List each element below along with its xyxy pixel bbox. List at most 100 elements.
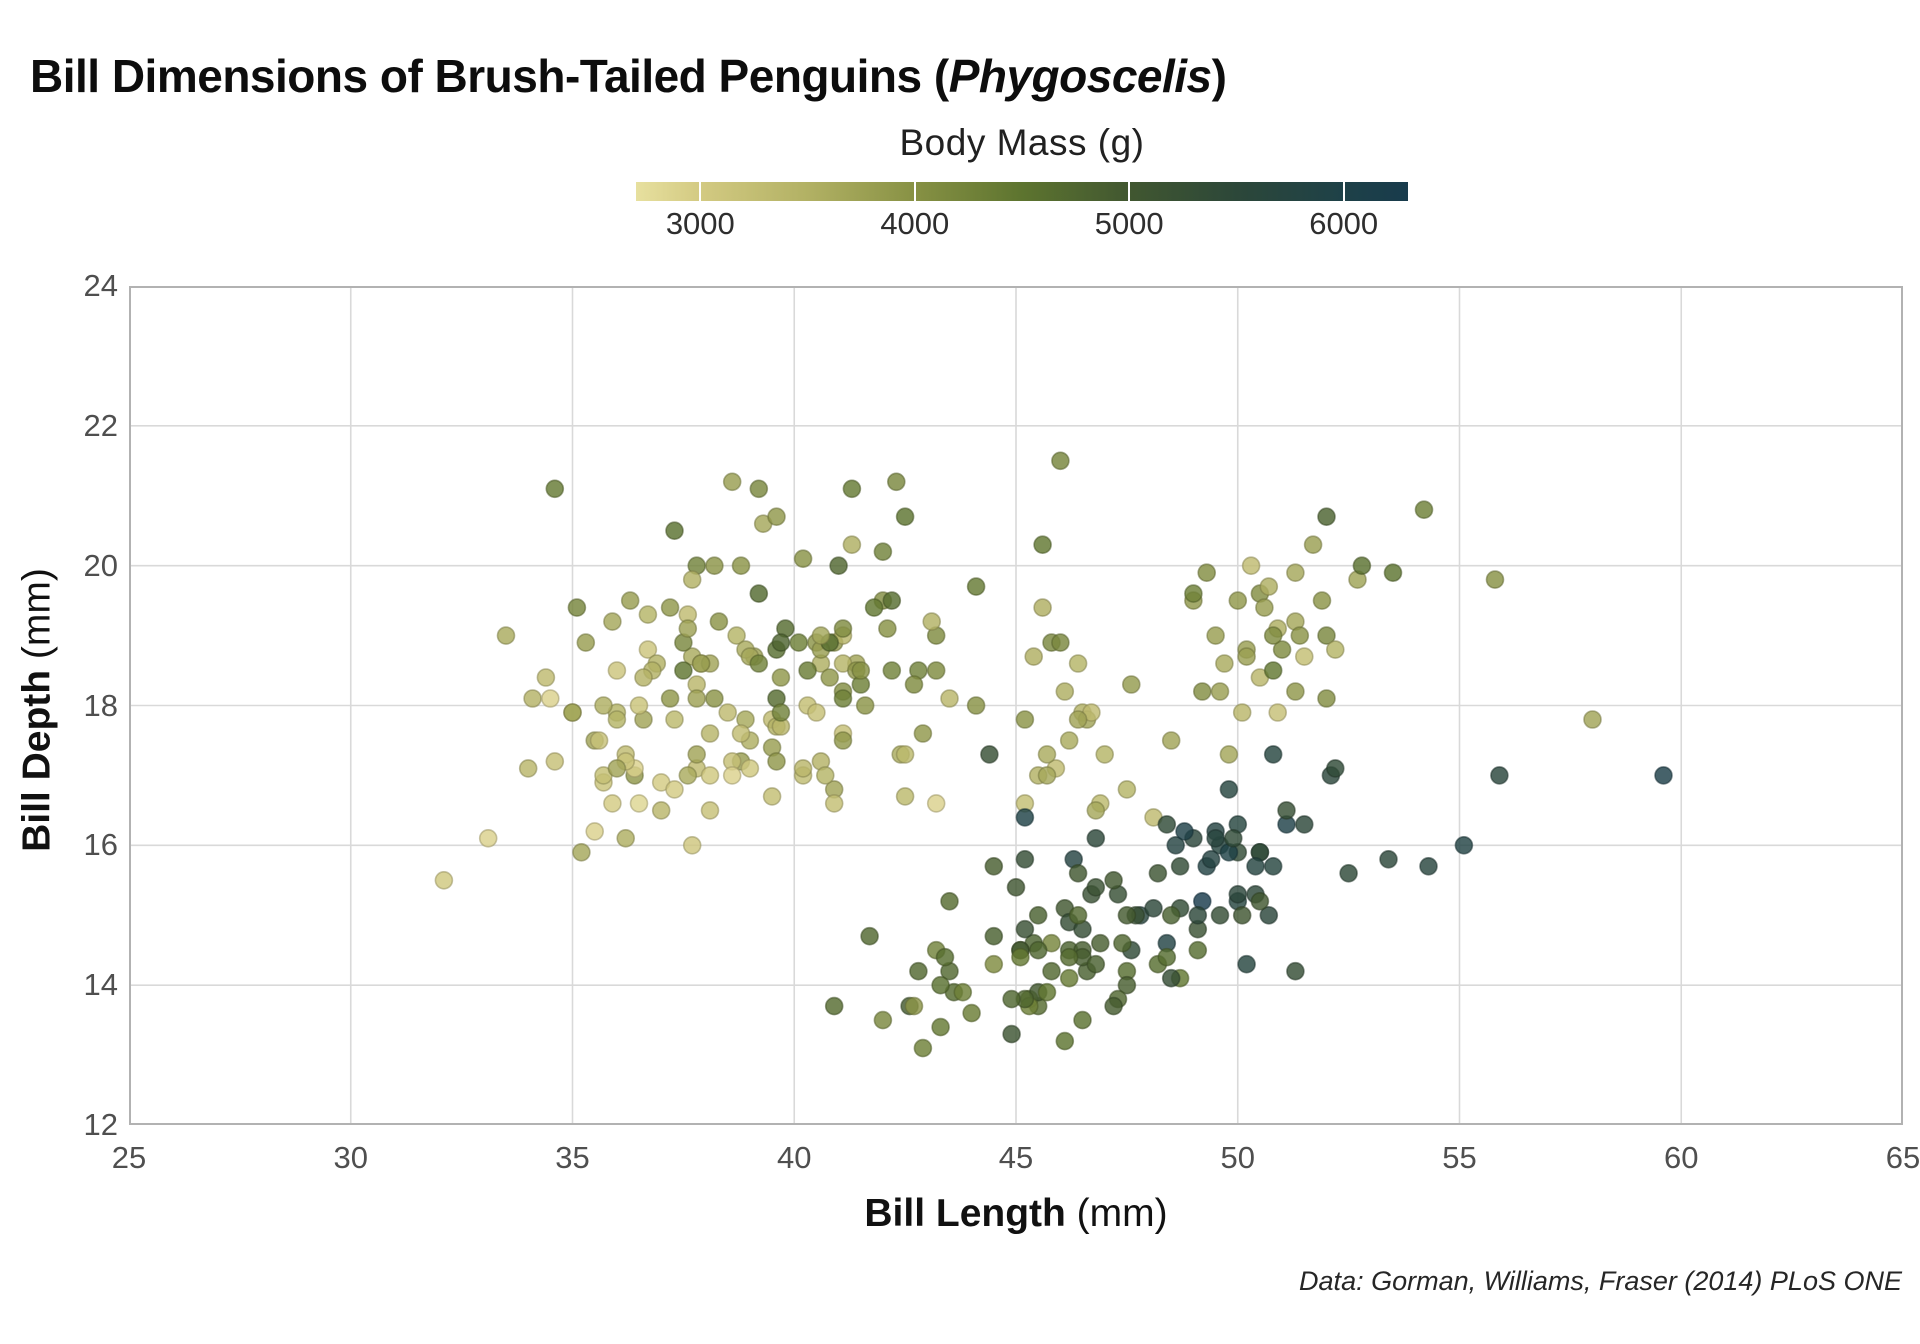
- chart-title-species: Phygoscelis: [948, 49, 1212, 102]
- scatter-point: [1188, 905, 1208, 925]
- scatter-point: [1121, 675, 1141, 694]
- scatter-point: [638, 605, 658, 624]
- scatter-point: [607, 710, 627, 729]
- scatter-point: [966, 696, 986, 715]
- scatter-point: [1317, 626, 1336, 645]
- scatter-point: [1175, 822, 1194, 841]
- scatter-point: [940, 689, 959, 708]
- scatter-point: [1184, 584, 1203, 603]
- colorbar-tick-mark: [1342, 182, 1345, 201]
- scatter-point: [1117, 905, 1137, 925]
- x-axis-title-bold: Bill Length: [864, 1192, 1066, 1235]
- scatter-point: [1326, 640, 1345, 659]
- scatter-point: [824, 794, 844, 813]
- colorbar-tick-label: 3000: [665, 206, 735, 241]
- scatter-point: [1166, 835, 1185, 855]
- scatter-point: [1228, 591, 1248, 610]
- scatter-point: [700, 724, 720, 743]
- y-tick-label: 18: [83, 687, 118, 723]
- scatter-point: [434, 870, 454, 890]
- scatter-point: [1113, 933, 1132, 953]
- scatter-point: [1326, 759, 1345, 778]
- scatter-point: [824, 996, 844, 1016]
- scatter-point: [886, 472, 906, 492]
- colorbar-gradient: [636, 182, 1408, 201]
- scatter-point: [873, 542, 893, 562]
- scatter-point: [665, 521, 684, 540]
- y-tick-label: 14: [83, 967, 118, 1003]
- scatter-point: [1055, 682, 1075, 701]
- scatter-point: [1157, 815, 1177, 834]
- scatter-point: [1210, 682, 1230, 701]
- scatter-point: [1157, 947, 1177, 967]
- scatter-point: [1317, 507, 1336, 526]
- scatter-point: [909, 961, 928, 981]
- scatter-point: [842, 535, 862, 555]
- y-axis-title: Bill Depth (mm): [16, 291, 60, 1130]
- scatter-point: [674, 661, 693, 680]
- scatter-point: [567, 598, 587, 617]
- scatter-point: [1095, 745, 1115, 764]
- scatter-point: [864, 598, 884, 617]
- scatter-point: [793, 549, 813, 569]
- scatter-point: [1068, 905, 1088, 925]
- scatter-point: [1193, 682, 1212, 701]
- scatter-point: [1006, 877, 1026, 897]
- scatter-point: [1339, 863, 1358, 883]
- scatter-point: [1188, 940, 1208, 960]
- scatter-point: [940, 891, 959, 911]
- scatter-point: [878, 619, 897, 638]
- data-source-caption: Data: Gorman, Williams, Fraser (2014) PL…: [1299, 1266, 1902, 1296]
- scatter-point: [1312, 591, 1332, 610]
- scatter-point: [1037, 982, 1057, 1002]
- scatter-point: [771, 668, 791, 687]
- scatter-point: [678, 766, 698, 785]
- scatter-point: [594, 696, 613, 715]
- scatter-point: [935, 947, 955, 967]
- scatter-point: [1219, 780, 1239, 799]
- y-axis-title-unit: (mm): [15, 568, 59, 670]
- scatter-point: [687, 745, 707, 764]
- scatter-point: [1219, 745, 1239, 764]
- scatter-point: [771, 703, 791, 722]
- scatter-point: [1161, 905, 1181, 925]
- scatter-point: [1263, 661, 1283, 680]
- scatter-point: [1059, 731, 1079, 750]
- scatter-point: [1232, 905, 1252, 925]
- scatter-point: [709, 612, 729, 631]
- scatter-point: [634, 668, 653, 687]
- scatter-point: [607, 759, 627, 778]
- scatter-point: [1352, 556, 1372, 576]
- scatter-point: [1015, 919, 1035, 939]
- colorbar-title: Body Mass (g): [899, 122, 1145, 163]
- chart-title: Bill Dimensions of Brush-Tailed Penguins…: [30, 49, 1227, 103]
- scatter-point: [762, 787, 782, 806]
- x-tick-label: 40: [777, 1140, 812, 1175]
- scatter-point: [851, 661, 871, 680]
- scatter-point: [687, 689, 707, 708]
- scatter-point: [966, 577, 986, 596]
- y-tick-label: 20: [83, 547, 118, 583]
- scatter-point: [629, 794, 649, 813]
- scatter-point: [1197, 563, 1216, 583]
- scatter-point: [518, 759, 538, 778]
- x-axis-title-unit: (mm): [1065, 1192, 1168, 1235]
- scatter-point: [1250, 891, 1270, 911]
- scatter-point: [1086, 877, 1106, 897]
- scatter-point: [913, 1038, 933, 1058]
- scatter-point: [620, 591, 640, 610]
- colorbar-tick-mark: [1128, 182, 1131, 201]
- scatter-point: [1086, 828, 1106, 848]
- scatter-point: [665, 710, 684, 729]
- scatter-point: [1024, 647, 1044, 666]
- scatter-point: [1263, 745, 1283, 764]
- x-tick-label: 55: [1442, 1140, 1477, 1175]
- scatter-point: [1286, 961, 1305, 981]
- scatter-point: [1068, 863, 1088, 883]
- scatter-point: [1117, 780, 1137, 799]
- scatter-point: [873, 1010, 893, 1030]
- scatter-point: [1272, 640, 1292, 659]
- scatter-point: [1068, 654, 1088, 673]
- scatter-point: [727, 626, 746, 645]
- scatter-point: [984, 856, 1004, 876]
